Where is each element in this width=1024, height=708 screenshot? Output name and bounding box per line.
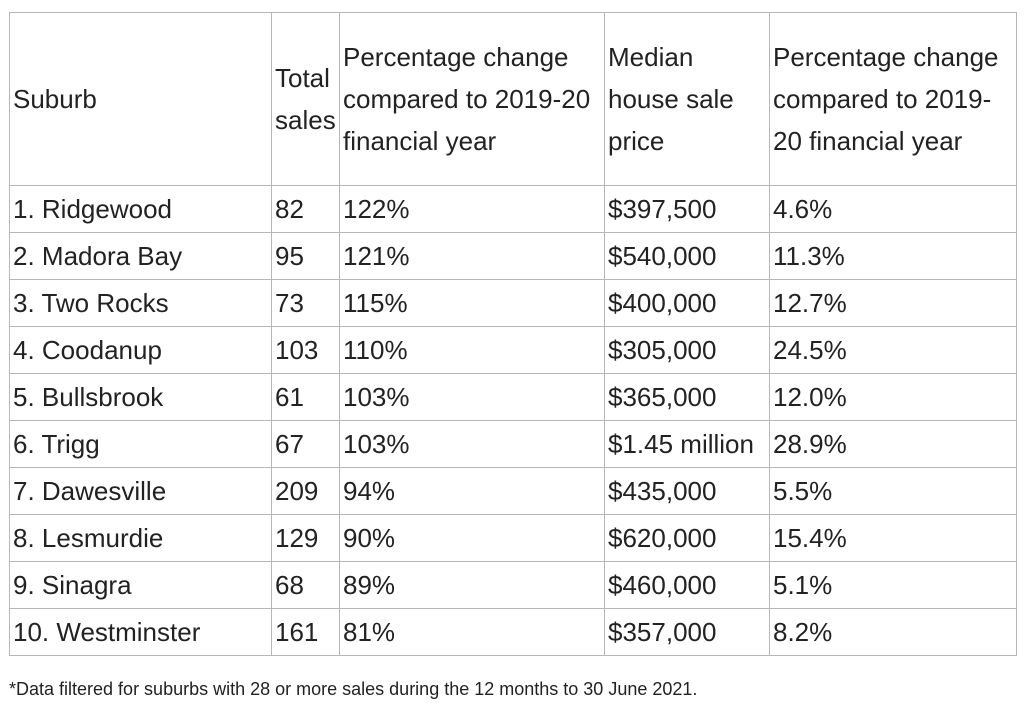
cell-pct-change-sales: 110% — [339, 326, 605, 374]
table-header-row: Suburb Total sales Percentage change com… — [9, 12, 1017, 186]
cell-suburb: 7. Dawesville — [9, 467, 272, 515]
cell-pct-change-price: 12.0% — [769, 373, 1017, 421]
header-total-sales: Total sales — [271, 12, 340, 186]
table-row: 1. Ridgewood 82 122% $397,500 4.6% — [9, 185, 1017, 233]
cell-median-price: $460,000 — [604, 561, 770, 609]
cell-pct-change-sales: 103% — [339, 420, 605, 468]
table-footnote: *Data filtered for suburbs with 28 or mo… — [9, 679, 698, 699]
table-container: Suburb Total sales Percentage change com… — [9, 12, 1017, 656]
cell-pct-change-price: 4.6% — [769, 185, 1017, 233]
table-row: 6. Trigg 67 103% $1.45 million 28.9% — [9, 420, 1017, 468]
cell-pct-change-sales: 115% — [339, 279, 605, 327]
table-row: 4. Coodanup 103 110% $305,000 24.5% — [9, 326, 1017, 374]
table-row: 7. Dawesville 209 94% $435,000 5.5% — [9, 467, 1017, 515]
cell-median-price: $400,000 — [604, 279, 770, 327]
cell-total-sales: 73 — [271, 279, 340, 327]
header-suburb: Suburb — [9, 12, 272, 186]
cell-pct-change-sales: 89% — [339, 561, 605, 609]
cell-total-sales: 67 — [271, 420, 340, 468]
cell-pct-change-price: 11.3% — [769, 232, 1017, 280]
cell-suburb: 4. Coodanup — [9, 326, 272, 374]
cell-suburb: 2. Madora Bay — [9, 232, 272, 280]
cell-suburb: 5. Bullsbrook — [9, 373, 272, 421]
table-row: 5. Bullsbrook 61 103% $365,000 12.0% — [9, 373, 1017, 421]
cell-suburb: 9. Sinagra — [9, 561, 272, 609]
cell-pct-change-sales: 122% — [339, 185, 605, 233]
cell-total-sales: 161 — [271, 608, 340, 656]
header-total-sales-label: Total sales — [275, 63, 336, 135]
cell-pct-change-price: 5.1% — [769, 561, 1017, 609]
cell-suburb: 6. Trigg — [9, 420, 272, 468]
cell-suburb: 1. Ridgewood — [9, 185, 272, 233]
header-pct-change-price: Percentage change compared to 2019-20 fi… — [769, 12, 1017, 186]
cell-suburb: 8. Lesmurdie — [9, 514, 272, 562]
table-row: 10. Westminster 161 81% $357,000 8.2% — [9, 608, 1017, 656]
cell-median-price: $540,000 — [604, 232, 770, 280]
header-pct-change-sales: Percentage change compared to 2019-20 fi… — [339, 12, 605, 186]
header-median-price: Median house sale price — [604, 12, 770, 186]
table-row: 9. Sinagra 68 89% $460,000 5.1% — [9, 561, 1017, 609]
header-suburb-label: Suburb — [13, 84, 97, 114]
cell-pct-change-price: 28.9% — [769, 420, 1017, 468]
cell-total-sales: 82 — [271, 185, 340, 233]
cell-total-sales: 103 — [271, 326, 340, 374]
cell-median-price: $1.45 million — [604, 420, 770, 468]
cell-total-sales: 68 — [271, 561, 340, 609]
table-row: 2. Madora Bay 95 121% $540,000 11.3% — [9, 232, 1017, 280]
cell-suburb: 10. Westminster — [9, 608, 272, 656]
table-row: 8. Lesmurdie 129 90% $620,000 15.4% — [9, 514, 1017, 562]
cell-pct-change-price: 8.2% — [769, 608, 1017, 656]
cell-pct-change-sales: 103% — [339, 373, 605, 421]
table-row: 3. Two Rocks 73 115% $400,000 12.7% — [9, 279, 1017, 327]
suburb-sales-table: Suburb Total sales Percentage change com… — [9, 12, 1017, 656]
cell-median-price: $365,000 — [604, 373, 770, 421]
cell-suburb: 3. Two Rocks — [9, 279, 272, 327]
cell-pct-change-price: 12.7% — [769, 279, 1017, 327]
cell-total-sales: 61 — [271, 373, 340, 421]
cell-median-price: $357,000 — [604, 608, 770, 656]
cell-pct-change-sales: 81% — [339, 608, 605, 656]
table-body: 1. Ridgewood 82 122% $397,500 4.6% 2. Ma… — [9, 185, 1017, 656]
header-pct-change-price-label: Percentage change compared to 2019-20 fi… — [773, 42, 999, 156]
cell-pct-change-sales: 90% — [339, 514, 605, 562]
cell-median-price: $435,000 — [604, 467, 770, 515]
cell-total-sales: 209 — [271, 467, 340, 515]
cell-pct-change-sales: 121% — [339, 232, 605, 280]
cell-pct-change-price: 5.5% — [769, 467, 1017, 515]
cell-median-price: $620,000 — [604, 514, 770, 562]
cell-total-sales: 95 — [271, 232, 340, 280]
cell-median-price: $305,000 — [604, 326, 770, 374]
header-median-price-label: Median house sale price — [608, 42, 734, 156]
cell-pct-change-price: 15.4% — [769, 514, 1017, 562]
cell-total-sales: 129 — [271, 514, 340, 562]
cell-median-price: $397,500 — [604, 185, 770, 233]
header-pct-change-sales-label: Percentage change compared to 2019-20 fi… — [343, 42, 591, 156]
cell-pct-change-price: 24.5% — [769, 326, 1017, 374]
cell-pct-change-sales: 94% — [339, 467, 605, 515]
